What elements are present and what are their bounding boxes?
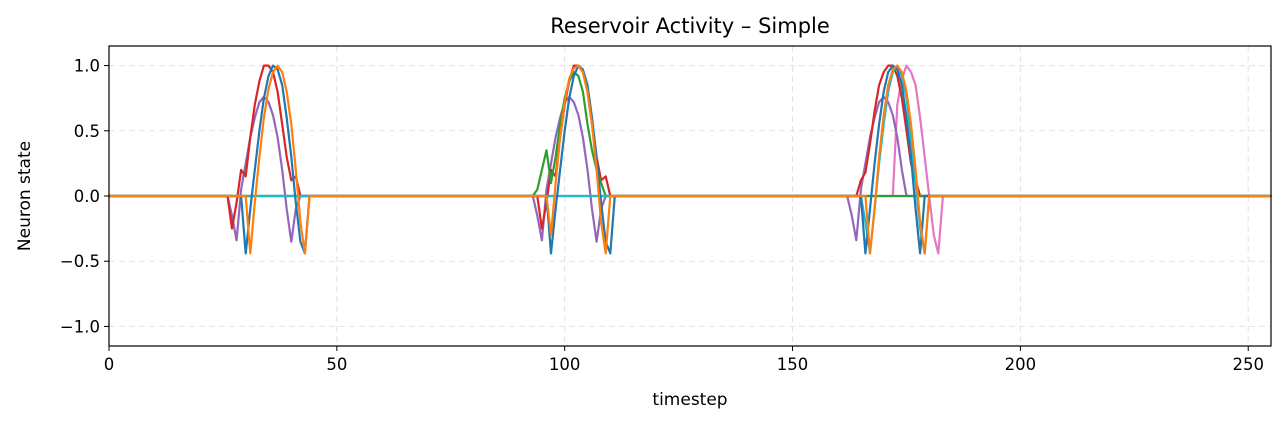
x-tick-label: 100 xyxy=(549,355,581,374)
y-axis-ticks: 1.0 0.5 0.0 −0.5 −1.0 xyxy=(60,57,109,336)
y-axis-label: Neuron state xyxy=(15,141,35,251)
x-tick-label: 50 xyxy=(326,355,347,374)
x-tick-label: 200 xyxy=(1005,355,1037,374)
x-axis-label: timestep xyxy=(652,390,727,410)
y-tick-label: 0.0 xyxy=(74,187,100,206)
series-line xyxy=(107,64,1273,255)
chart-title: Reservoir Activity – Simple xyxy=(550,14,830,38)
y-tick-label: −0.5 xyxy=(60,252,100,271)
y-tick-label: −1.0 xyxy=(60,317,100,336)
series-line xyxy=(107,95,1273,243)
x-tick-label: 0 xyxy=(104,355,115,374)
series-line xyxy=(107,64,1273,255)
y-tick-label: 0.5 xyxy=(74,122,100,141)
series-line xyxy=(107,64,1273,255)
y-tick-label: 1.0 xyxy=(74,57,100,76)
plot-series xyxy=(107,64,1273,255)
x-axis-ticks: 0 50 100 150 200 250 xyxy=(104,346,1264,374)
x-tick-label: 250 xyxy=(1232,355,1264,374)
x-tick-label: 150 xyxy=(777,355,809,374)
